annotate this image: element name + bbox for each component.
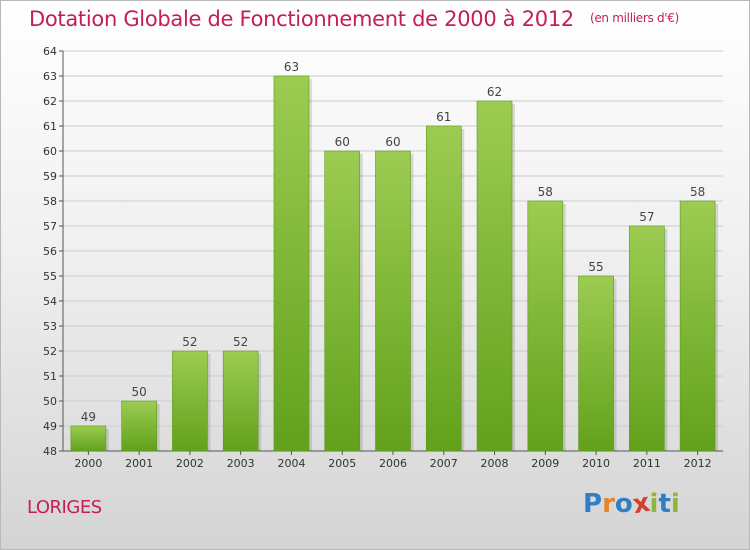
logo-letter: o — [614, 489, 633, 519]
bar-2006 — [375, 150, 411, 452]
logo-letter: t — [658, 489, 671, 519]
logo-letter: P — [583, 489, 603, 519]
data-label-2008: 62 — [487, 85, 502, 99]
bar-2011 — [629, 225, 665, 452]
bar-2008 — [476, 100, 513, 452]
x-tick-label-2008: 2008 — [481, 457, 509, 470]
data-label-2003: 52 — [233, 335, 248, 349]
y-tick-label-62: 62 — [43, 95, 57, 108]
x-tick-label-2002: 2002 — [176, 457, 204, 470]
data-label-2006: 60 — [385, 135, 400, 149]
x-tick-labels: 2000 2001 2002 2003 2004 2005 2006 2007 2008 2009… — [74, 451, 712, 470]
y-tick-label-64: 64 — [43, 45, 57, 58]
data-label-2007: 61 — [436, 110, 451, 124]
y-tick-label-59: 59 — [43, 170, 57, 183]
y-tick-label-50: 50 — [43, 395, 57, 408]
data-label-2010: 55 — [588, 260, 603, 274]
data-label-2005: 60 — [335, 135, 350, 149]
y-tick-label-52: 52 — [43, 345, 57, 358]
bar-2001 — [121, 400, 157, 452]
bar-2000 — [70, 425, 107, 452]
x-tick-label-2012: 2012 — [684, 457, 712, 470]
y-tick-label-56: 56 — [43, 245, 57, 258]
data-label-2004: 63 — [284, 60, 299, 74]
y-tick-label-49: 49 — [43, 420, 57, 433]
x-tick-label-2007: 2007 — [430, 457, 458, 470]
y-tick-label-55: 55 — [43, 270, 57, 283]
proxiti-logo: Proxiti — [583, 488, 680, 520]
bar-2003 — [222, 350, 259, 452]
data-label-2012: 58 — [690, 185, 705, 199]
bar-2010 — [578, 275, 614, 452]
y-tick-label-60: 60 — [43, 145, 57, 158]
x-tick-label-2006: 2006 — [379, 457, 407, 470]
y-tick-label-57: 57 — [43, 220, 57, 233]
chart-unit: (en milliers d'€) — [589, 11, 679, 25]
y-tick-label-48: 48 — [43, 445, 57, 458]
y-tick-label-63: 63 — [43, 70, 57, 83]
data-label-2001: 50 — [132, 385, 147, 399]
logo-letter: i — [649, 489, 659, 519]
x-tick-label-2003: 2003 — [227, 457, 255, 470]
chart-title-text: Dotation Globale de Fonctionnement de 20… — [29, 7, 574, 31]
commune-name: LORIGES — [27, 497, 102, 518]
x-tick-label-2000: 2000 — [74, 457, 102, 470]
data-label-2000: 49 — [81, 410, 96, 424]
bar-2005 — [324, 150, 361, 452]
y-tick-labels: 48 49 50 51 52 53 54 55 56 57 58 59 60 61 62 63 64 — [43, 45, 57, 458]
x-tick-label-2010: 2010 — [582, 457, 610, 470]
chart-title: Dotation Globale de Fonctionnement de 20… — [29, 7, 679, 31]
bar-2009 — [527, 200, 564, 452]
bar-2007 — [425, 125, 462, 452]
data-labels: 49 50 52 52 63 60 60 61 62 58 55 57 58 — [81, 60, 706, 424]
x-tick-label-2005: 2005 — [328, 457, 356, 470]
logo-letter: i — [670, 489, 680, 519]
data-label-2002: 52 — [182, 335, 197, 349]
y-tick-label-51: 51 — [43, 370, 57, 383]
data-label-2011: 57 — [639, 210, 654, 224]
data-label-2009: 58 — [538, 185, 553, 199]
bars — [70, 75, 719, 452]
bar-2012 — [679, 200, 716, 452]
bar-2004 — [273, 75, 310, 452]
bar-2002 — [172, 350, 208, 452]
x-tick-label-2011: 2011 — [633, 457, 661, 470]
y-tick-label-54: 54 — [43, 295, 57, 308]
y-tick-label-61: 61 — [43, 120, 57, 133]
logo-letter: r — [602, 489, 615, 519]
x-tick-label-2004: 2004 — [277, 457, 305, 470]
y-tick-label-53: 53 — [43, 320, 57, 333]
x-tick-label-2001: 2001 — [125, 457, 153, 470]
x-tick-label-2009: 2009 — [531, 457, 559, 470]
y-tick-label-58: 58 — [43, 195, 57, 208]
